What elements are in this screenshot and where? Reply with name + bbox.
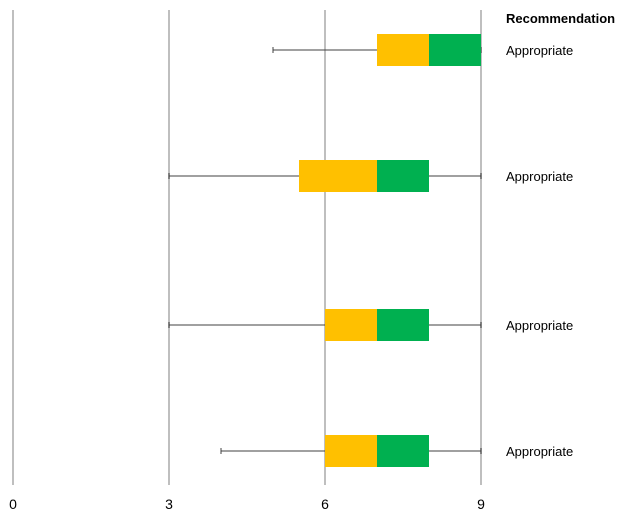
- box-lower-quartile: [299, 160, 377, 192]
- box-lower-quartile: [325, 309, 377, 341]
- recommendation-label: Appropriate: [506, 318, 573, 333]
- box-upper-quartile: [377, 160, 429, 192]
- box-lower-quartile: [377, 34, 429, 66]
- recommendation-label: Appropriate: [506, 43, 573, 58]
- box-upper-quartile: [377, 309, 429, 341]
- x-tick-label: 0: [9, 496, 17, 512]
- x-tick-label: 9: [477, 496, 485, 512]
- x-tick-label: 6: [321, 496, 329, 512]
- x-tick-label: 3: [165, 496, 173, 512]
- box-upper-quartile: [377, 435, 429, 467]
- box-lower-quartile: [325, 435, 377, 467]
- box-upper-quartile: [429, 34, 481, 66]
- recommendation-header: Recommendation: [506, 11, 615, 26]
- recommendation-label: Appropriate: [506, 169, 573, 184]
- recommendation-label: Appropriate: [506, 444, 573, 459]
